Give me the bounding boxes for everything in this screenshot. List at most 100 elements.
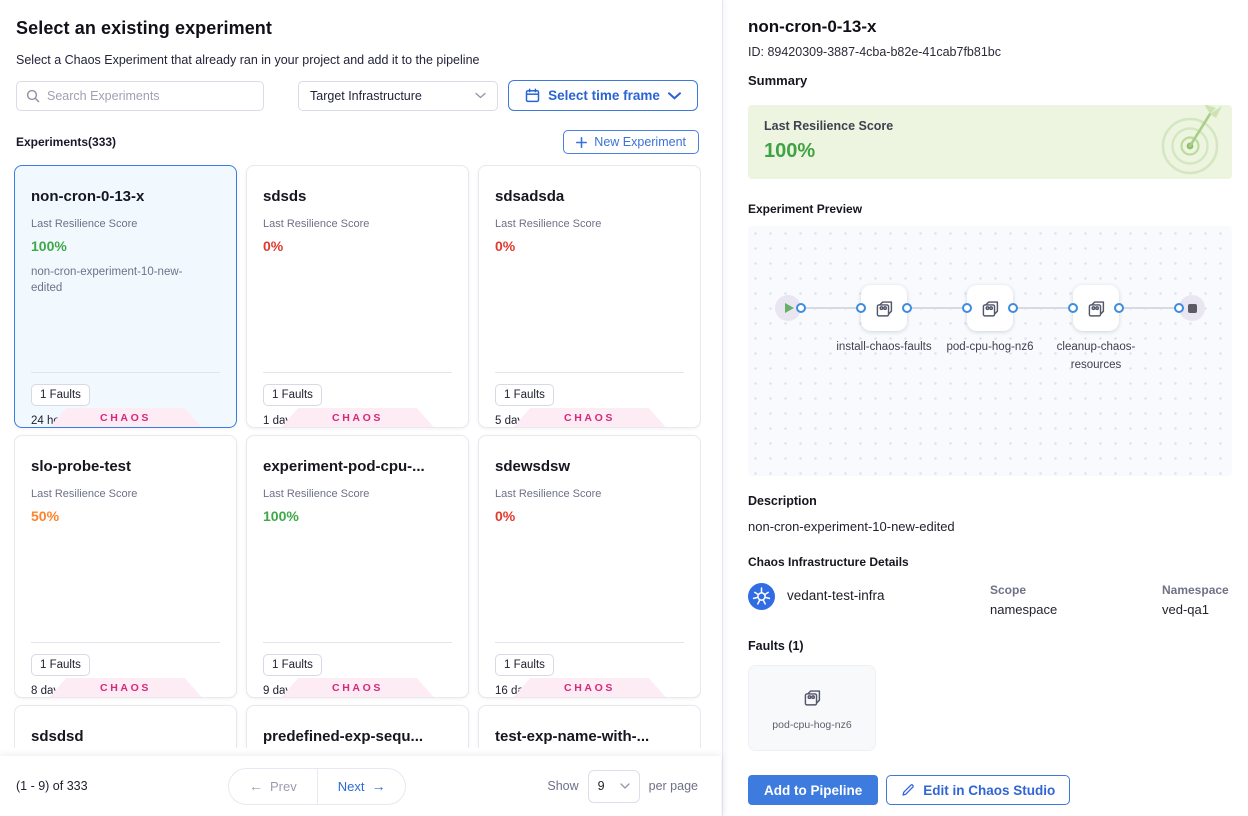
resilience-score-value: 100% [263,508,299,524]
experiment-card[interactable]: sdsadsda Last Resilience Score 0% 1 Faul… [478,165,701,428]
port-dot [1068,303,1078,313]
search-icon [26,89,40,103]
pipeline-connector [1119,307,1179,309]
pipeline-node-label: cleanup-chaos-resources [1056,341,1136,371]
search-input[interactable] [47,88,254,103]
namespace-value: ved-qa1 [1162,602,1209,617]
port-dot [856,303,866,313]
fault-card[interactable]: pod-cpu-hog-nz6 [748,665,876,751]
card-divider [263,642,452,643]
play-icon [785,303,794,313]
target-infrastructure-select[interactable]: Target Infrastructure [298,80,498,111]
resilience-score-card: Last Resilience Score 100% [748,105,1232,179]
experiment-preview-canvas: install-chaos-faults pod-cpu-hog-nz6 clean… [748,226,1232,476]
pipeline-connector [1013,307,1073,309]
experiment-card-title: predefined-exp-sequ... [263,728,424,745]
chaos-module-badge: CHAOS [49,408,202,427]
experiment-card-title: experiment-pod-cpu-... [263,458,425,475]
page-size-select[interactable]: 9 [587,769,640,803]
new-experiment-button[interactable]: New Experiment [563,130,699,154]
infra-name: vedant-test-infra [787,588,885,603]
pager: ← Prev Next → [228,767,407,805]
card-divider [263,372,452,373]
resilience-score-label: Last Resilience Score [495,218,602,230]
experiment-card[interactable]: test-exp-name-with-... [478,705,701,748]
chaos-module-badge: CHAOS [49,678,202,697]
experiment-card-title: sdsadsda [495,188,565,205]
port-dot [1008,303,1018,313]
edit-in-chaos-studio-button[interactable]: Edit in Chaos Studio [886,775,1071,805]
stop-icon [1187,303,1197,313]
page-size-value: 9 [597,779,605,793]
card-divider [31,372,220,373]
next-page-button[interactable]: Next → [318,769,406,804]
experiment-card-description: non-cron-experiment-10-new-edited [31,266,183,295]
chaos-module-badge: CHAOS [281,678,434,697]
pipeline-row: install-chaos-faults pod-cpu-hog-nz6 clean… [748,285,1232,371]
experiment-card[interactable]: experiment-pod-cpu-... Last Resilience S… [246,435,469,698]
chaos-module-badge: CHAOS [513,678,666,697]
filter-controls: Target Infrastructure Select time frame [16,80,699,111]
detail-title: non-cron-0-13-x [748,17,877,36]
port-dot [1114,303,1124,313]
resilience-score-value: 100% [31,238,67,254]
next-label: Next [337,778,365,794]
scope-label: Scope [990,583,1027,597]
fault-icon [873,297,896,320]
pipeline-fault-node: pod-cpu-hog-nz6 [947,285,1033,353]
add-to-pipeline-button[interactable]: Add to Pipeline [748,775,879,805]
experiment-card-title: sdsds [263,188,307,205]
description-text: non-cron-experiment-10-new-edited [748,519,955,534]
resilience-score-value: 0% [495,238,516,254]
experiment-card[interactable]: predefined-exp-sequ... [246,705,469,748]
calendar-icon [525,88,540,103]
pipeline-node-label: pod-cpu-hog-nz6 [946,341,1034,353]
experiment-card[interactable]: sdewsdsw Last Resilience Score 0% 1 Faul… [478,435,701,698]
port-dot [1174,303,1184,313]
target-infrastructure-value: Target Infrastructure [310,88,422,103]
card-divider [495,642,684,643]
left-panel-header: Select an existing experiment Select a C… [0,0,722,154]
scope-value: namespace [990,602,1058,617]
select-time-frame-label: Select time frame [548,88,660,103]
pipeline-connector [907,307,967,309]
port-dot [902,303,912,313]
select-time-frame-button[interactable]: Select time frame [508,80,698,111]
plus-icon [576,136,588,148]
experiment-card-title: sdsdsd [31,728,84,745]
experiment-card[interactable]: non-cron-0-13-x Last Resilience Score 10… [14,165,237,428]
resilience-label: Last Resilience Score [764,119,894,133]
arrow-left-icon: ← [249,778,263,794]
resilience-score-label: Last Resilience Score [31,488,138,500]
experiment-detail-panel: non-cron-0-13-x ID: 89420309-3887-4cba-b… [723,0,1248,816]
faults-count-chip: 1 Faults [31,654,90,676]
resilience-score-value: 0% [495,508,516,524]
chaos-module-badge: CHAOS [513,408,666,427]
card-divider [31,642,220,643]
resilience-score-label: Last Resilience Score [263,218,370,230]
namespace-label: Namespace [1162,583,1229,597]
experiment-card[interactable]: sdsds Last Resilience Score 0% 1 Faults … [246,165,469,428]
pipeline-fault-node: cleanup-chaos-resources [1057,285,1135,371]
faults-count-chip: 1 Faults [263,384,322,406]
detail-actions: Add to Pipeline Edit in Chaos Studio [748,775,1232,805]
chevron-down-icon [475,92,486,99]
fault-icon [1085,297,1108,320]
experiment-card[interactable]: sdsdsd [14,705,237,748]
faults-heading: Faults (1) [748,639,804,653]
resilience-score-label: Last Resilience Score [31,218,138,230]
infra-details-row: vedant-test-infra Scope namespace Namesp… [748,583,1232,629]
prev-page-button[interactable]: ← Prev [229,768,318,804]
search-box[interactable] [16,80,264,111]
faults-count-chip: 1 Faults [31,384,90,406]
per-page-label: per page [648,779,698,793]
experiment-id: ID: 89420309-3887-4cba-b82e-41cab7fb81bc [748,45,1001,59]
experiment-card-title: test-exp-name-with-... [495,728,650,745]
faults-count-chip: 1 Faults [495,654,554,676]
pencil-icon [901,783,915,797]
pipeline-start-node [775,295,806,321]
chaos-module-badge: CHAOS [281,408,434,427]
edit-in-chaos-studio-label: Edit in Chaos Studio [923,782,1056,798]
experiment-card[interactable]: slo-probe-test Last Resilience Score 50%… [14,435,237,698]
pipeline-node-label: install-chaos-faults [836,341,932,353]
